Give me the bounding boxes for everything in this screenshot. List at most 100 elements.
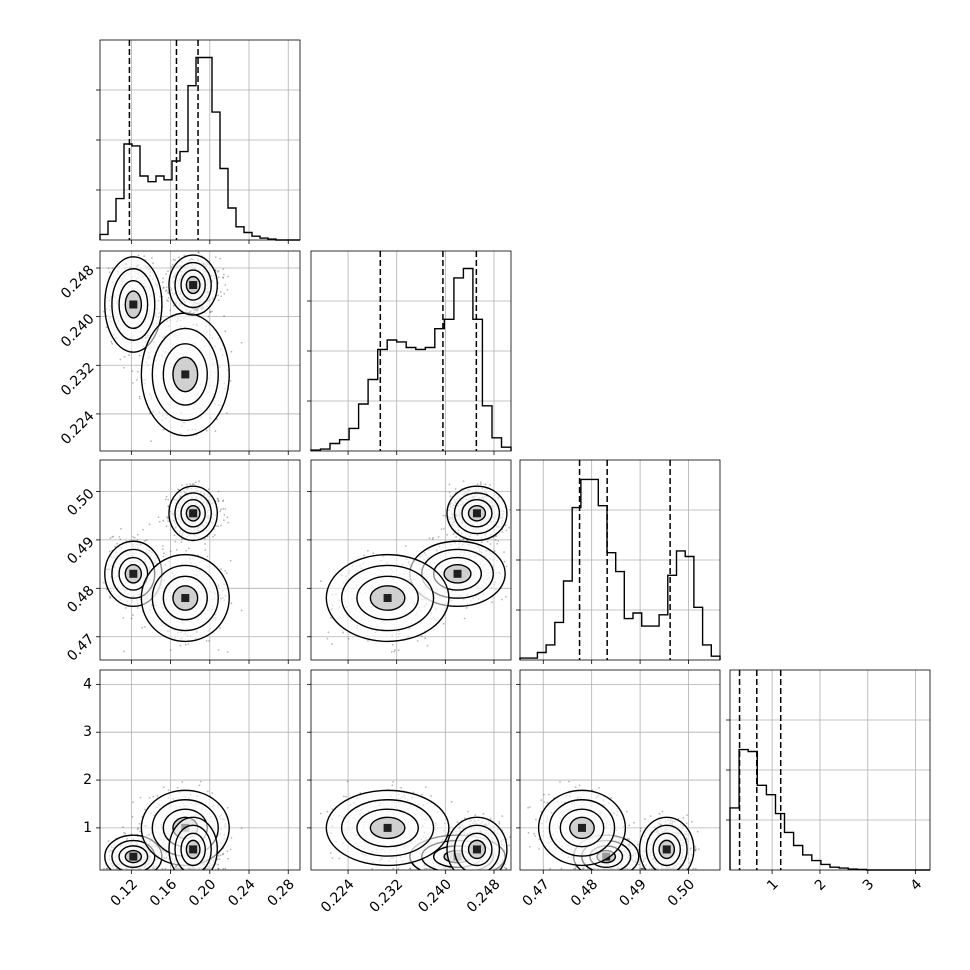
sample-point [219,257,222,260]
sample-point [426,644,429,647]
sample-point [187,547,190,550]
density-peak [383,594,392,603]
panel-border [519,459,721,661]
sample-point [390,651,393,653]
sample-point [114,545,117,548]
sample-point [503,551,505,553]
sample-point [107,840,110,843]
sample-point [462,480,465,483]
y-tick-label: 0.232 [58,360,98,400]
panel-border [310,459,512,661]
sample-point [489,543,492,545]
sample-point [148,523,151,526]
sample-point [171,264,174,266]
sample-point [420,635,423,637]
sample-point [226,289,229,291]
sample-point [132,382,134,384]
sample-point [327,631,330,634]
density-peak [472,509,481,518]
sample-point [136,246,138,248]
sample-point [116,542,118,545]
sample-point [480,541,483,543]
sample-point [448,483,451,486]
sample-point [138,822,141,825]
sample-point [503,560,506,563]
sample-point [136,379,138,381]
sample-point [367,640,369,642]
sample-point [180,541,183,543]
sample-point [479,483,482,486]
sample-point [144,808,146,811]
sample-point [138,395,141,398]
sample-point [329,616,332,619]
sample-point [110,340,113,343]
sample-point [165,525,168,527]
x-tick-label: 4 [908,876,926,894]
histogram-panel-1 [96,39,301,244]
sample-point [448,491,451,494]
sample-point [169,309,172,312]
sample-point [404,545,407,547]
sample-point [444,514,447,517]
joint-panel-1-3: 0.470.480.490.50 [64,459,301,664]
sample-point [212,535,214,538]
sample-point [501,598,503,601]
sample-point [96,549,98,551]
sample-point [176,786,179,789]
sample-point [223,292,226,295]
sample-point [222,500,224,503]
sample-point [463,617,466,620]
y-tick-label: 0.49 [64,534,97,567]
sample-point [367,549,369,552]
sample-point [204,543,207,545]
sample-point [109,537,112,540]
sample-point [449,495,452,498]
sample-point [363,554,366,557]
sample-point [124,607,127,609]
sample-point [136,370,139,373]
sample-point [226,651,229,653]
sample-point [308,579,310,581]
sample-point [193,483,195,485]
sample-point [183,254,186,257]
sample-point [97,603,99,605]
sample-point [198,784,201,787]
sample-point [209,310,212,313]
sample-point [219,291,222,293]
sample-point [214,430,217,433]
sample-point [111,342,114,345]
sample-point [184,643,187,646]
density-peak [181,594,190,603]
sample-point [151,257,153,259]
sample-point [161,281,164,284]
sample-point [172,304,175,307]
sample-point [162,428,165,431]
sample-point [107,267,110,270]
sample-point [462,538,465,541]
sample-point [186,483,189,486]
sample-point [511,514,513,516]
sample-point [137,254,140,257]
sample-point [220,568,222,570]
sample-point [166,516,169,519]
sample-point [397,649,400,651]
sample-point [230,350,233,353]
sample-point [437,536,440,538]
sample-point [505,595,507,598]
sample-point [145,539,148,542]
sample-point [222,276,224,279]
sample-point [217,299,220,302]
sample-point [217,499,220,502]
sample-point [123,356,126,358]
sample-point [162,287,165,289]
sample-point [215,525,218,527]
sample-point [443,527,445,530]
sample-point [342,631,344,634]
sample-point [501,531,504,533]
sample-point [486,540,489,543]
sample-point [223,315,226,318]
sample-point [222,268,225,270]
